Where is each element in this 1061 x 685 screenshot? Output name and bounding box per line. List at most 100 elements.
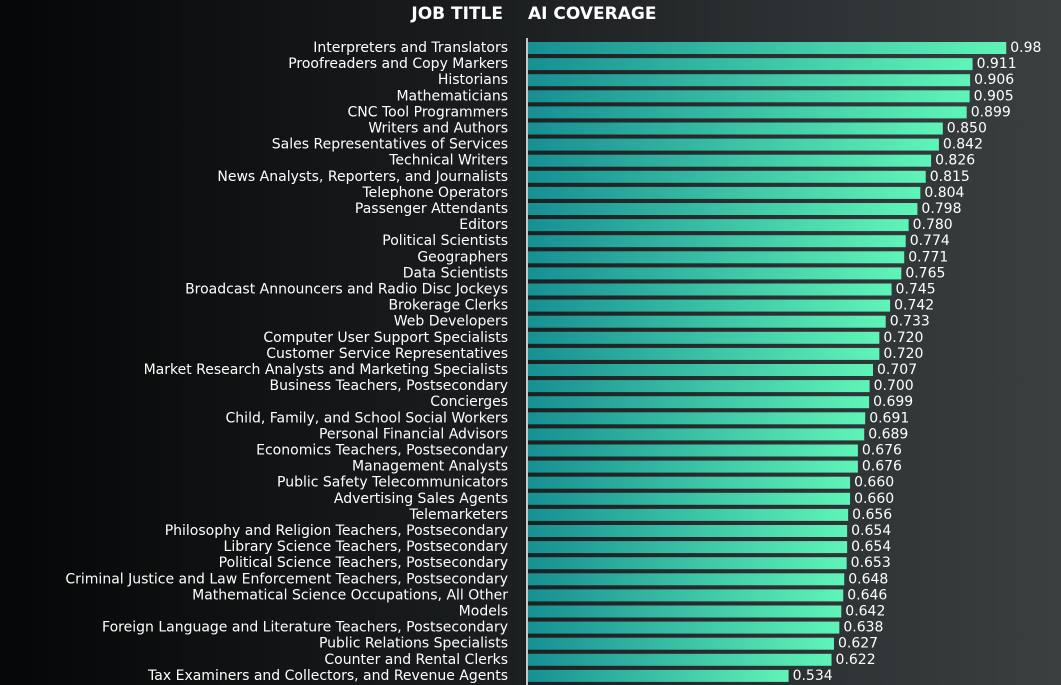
category-label: Telephone Operators [361,185,508,201]
bar [528,605,842,618]
bar [528,267,902,280]
category-label: News Analysts, Reporters, and Journalist… [217,169,508,185]
category-label: Personal Financial Advisors [319,426,508,442]
value-label: 0.733 [890,314,930,330]
value-label: 0.654 [851,539,891,555]
category-header: JOB TITLE [410,4,503,24]
value-label: 0.765 [905,265,945,281]
category-label: Philosophy and Religion Teachers, Postse… [165,523,508,539]
category-label: Business Teachers, Postsecondary [269,378,508,394]
category-label: Political Science Teachers, Postsecondar… [219,555,508,571]
bar [528,412,866,425]
bar [528,396,870,409]
category-label: Computer User Support Specialists [263,330,508,346]
value-label: 0.638 [843,620,883,636]
value-label: 0.707 [877,362,917,378]
bar [528,557,847,570]
value-label: 0.676 [862,459,902,475]
value-label: 0.98 [1010,40,1041,56]
bar [528,573,845,586]
bar [528,621,840,634]
category-label: Sales Representatives of Services [272,137,508,153]
category-label: Editors [459,217,508,233]
value-label: 0.780 [913,217,953,233]
bar [528,508,849,521]
bar [528,492,851,505]
bar [528,541,848,554]
value-label: 0.815 [930,169,970,185]
bar [528,299,891,312]
bar [528,186,921,199]
bar [528,283,892,296]
category-label: Geographers [417,249,508,265]
bar [528,58,973,71]
category-label: Foreign Language and Literature Teachers… [102,620,508,636]
value-label: 0.689 [868,426,908,442]
bar [528,669,789,682]
category-label: Telemarketers [408,507,508,523]
bar [528,589,844,602]
value-label: 0.745 [896,282,936,298]
value-label: 0.653 [851,555,891,571]
value-label: 0.842 [943,137,983,153]
value-label: 0.774 [910,233,950,249]
value-label: 0.646 [847,587,887,603]
category-label: Market Research Analysts and Marketing S… [144,362,508,378]
bar [528,525,848,537]
category-label: Tax Examiners and Collectors, and Revenu… [147,668,508,684]
category-label: Public Safety Telecommunicators [277,475,508,491]
value-label: 0.676 [862,443,902,459]
category-label: Data Scientists [403,265,508,281]
bar [528,90,970,103]
category-label: Mathematical Science Occupations, All Ot… [192,587,508,603]
value-label: 0.648 [848,571,888,587]
bar [528,364,874,376]
value-label: 0.720 [883,346,923,362]
value-label: 0.850 [947,121,987,137]
bar [528,203,918,215]
bar [528,122,943,135]
bar [528,170,926,183]
category-label: Broadcast Announcers and Radio Disc Jock… [185,282,508,298]
category-label: Counter and Rental Clerks [324,652,508,668]
bar [528,460,858,473]
bar [528,42,1007,54]
bar [528,235,906,248]
bar [528,331,880,344]
value-label: 0.660 [854,491,894,507]
value-header: AI COVERAGE [528,4,656,24]
value-label: 0.720 [883,330,923,346]
category-label: Customer Service Representatives [266,346,508,362]
value-label: 0.700 [874,378,914,394]
value-label: 0.622 [836,652,876,668]
value-label: 0.899 [971,104,1011,120]
bar [528,428,865,441]
value-label: 0.627 [838,636,878,652]
value-label: 0.660 [854,475,894,491]
value-label: 0.798 [921,201,961,217]
bar [528,637,834,650]
category-label: Historians [438,72,508,88]
category-label: Brokerage Clerks [388,298,508,314]
value-label: 0.699 [873,394,913,410]
category-label: Concierges [430,394,508,410]
category-label: Advertising Sales Agents [334,491,508,507]
bar [528,74,971,87]
category-label: Criminal Justice and Law Enforcement Tea… [65,571,508,587]
category-label: Proofreaders and Copy Markers [288,56,508,72]
value-label: 0.534 [793,668,833,684]
value-label: 0.654 [851,523,891,539]
category-label: Technical Writers [388,153,508,169]
category-label: Passenger Attendants [355,201,508,217]
category-label: CNC Tool Programmers [348,104,509,120]
bar [528,219,909,232]
bar [528,444,858,457]
value-label: 0.742 [894,298,934,314]
bar [528,380,870,393]
category-label: Mathematicians [396,88,508,104]
value-label: 0.906 [974,72,1014,88]
value-label: 0.826 [935,153,975,169]
bar [528,251,905,264]
